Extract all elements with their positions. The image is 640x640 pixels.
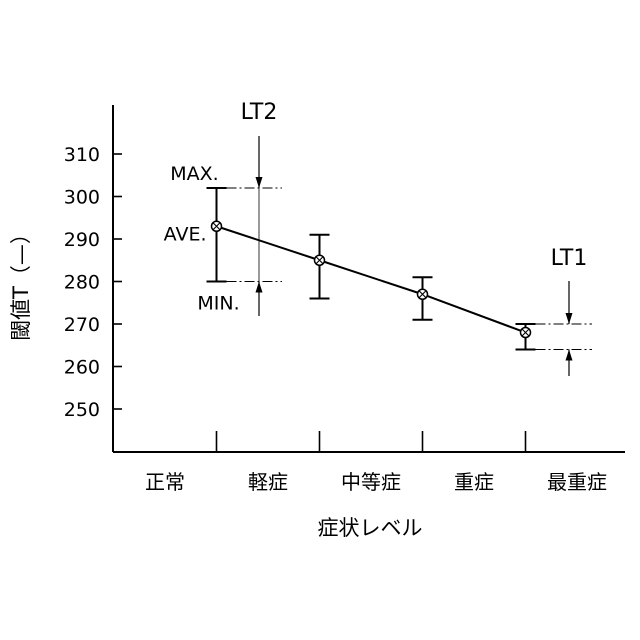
lt1-up-arrow [566, 350, 573, 361]
y-tick-label: 280 [64, 272, 100, 294]
lt2-up-arrow [256, 282, 263, 293]
y-tick-label: 270 [64, 314, 100, 336]
series-group [207, 188, 536, 350]
average-line [217, 226, 526, 332]
lt2-label: LT2 [241, 100, 278, 125]
lt1-down-arrow [566, 313, 573, 324]
min-label: MIN. [197, 293, 239, 315]
y-tick-label: 300 [64, 187, 100, 209]
x-category-label: 重症 [454, 470, 494, 494]
y-tick-label: 310 [64, 144, 100, 166]
y-tick-label: 250 [64, 399, 100, 421]
x-category-label: 中等症 [341, 470, 401, 494]
x-category-label: 軽症 [248, 470, 288, 494]
lt2-down-arrow [256, 177, 263, 188]
x-axis-title: 症状レベル [318, 516, 423, 540]
x-category-label: 最重症 [547, 470, 607, 494]
y-tick-label: 260 [64, 357, 100, 379]
ave-label: AVE. [164, 223, 207, 245]
x-category-label: 正常 [145, 470, 185, 494]
y-axis-title: 閾値T（—） [9, 223, 33, 341]
lt1-label: LT1 [551, 246, 588, 271]
axes [113, 105, 625, 452]
y-tick-label: 290 [64, 229, 100, 251]
max-label: MAX. [170, 163, 218, 185]
x-ticks: 正常 軽症 中等症 重症 最重症 [145, 431, 607, 494]
